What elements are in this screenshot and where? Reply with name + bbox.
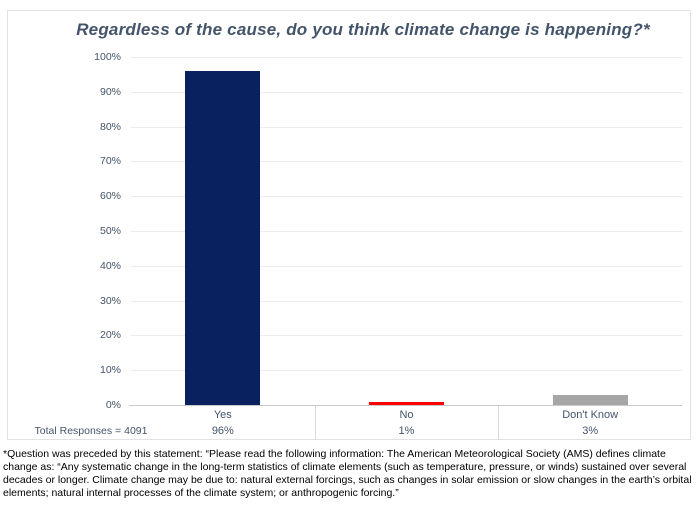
chart-frame: Regardless of the cause, do you think cl… [7,10,691,440]
value-label: 96% [211,425,234,437]
gridline [131,265,682,267]
y-tick-label: 0% [105,399,121,411]
bar-yes [185,70,261,405]
y-tick-label: 40% [99,259,121,272]
y-tick-label: 80% [99,120,121,133]
category-label: Yes [213,409,232,421]
value-label: 3% [582,425,599,437]
x-axis-line [129,405,682,406]
gridline [131,57,682,58]
y-tick-label: 70% [99,155,121,168]
gridline [131,126,682,128]
gridline [131,161,682,163]
footnote: *Question was preceded by this statement… [3,448,692,499]
y-tick-label: 60% [99,190,121,203]
gridline [131,335,682,337]
y-tick-label: 90% [99,85,121,98]
gridline [131,370,682,372]
value-label: 1% [398,425,415,437]
category-label: No [399,409,414,421]
y-tick-label: 10% [99,364,121,377]
y-tick-label: 20% [99,329,121,342]
bar-no [369,401,444,405]
y-tick-label: 30% [99,294,121,307]
y-tick-label: 50% [99,225,121,237]
y-tick-label: 100% [94,51,121,63]
bar-don-t-know [552,394,628,405]
gridline [131,196,682,198]
chart-title: Regardless of the cause, do you think cl… [76,20,650,39]
category-label: Don't Know [562,409,619,421]
plot-area: 0% 10% 20% 30% 40% 50% 60% 70% 80% 90% 100% Yes 96% N… [8,11,690,440]
column-divider [498,406,500,440]
gridline [131,231,682,232]
gridline [131,91,682,93]
gridline [131,300,682,302]
total-responses-label: Total Responses = 4091 [34,425,148,437]
column-divider [314,406,316,440]
